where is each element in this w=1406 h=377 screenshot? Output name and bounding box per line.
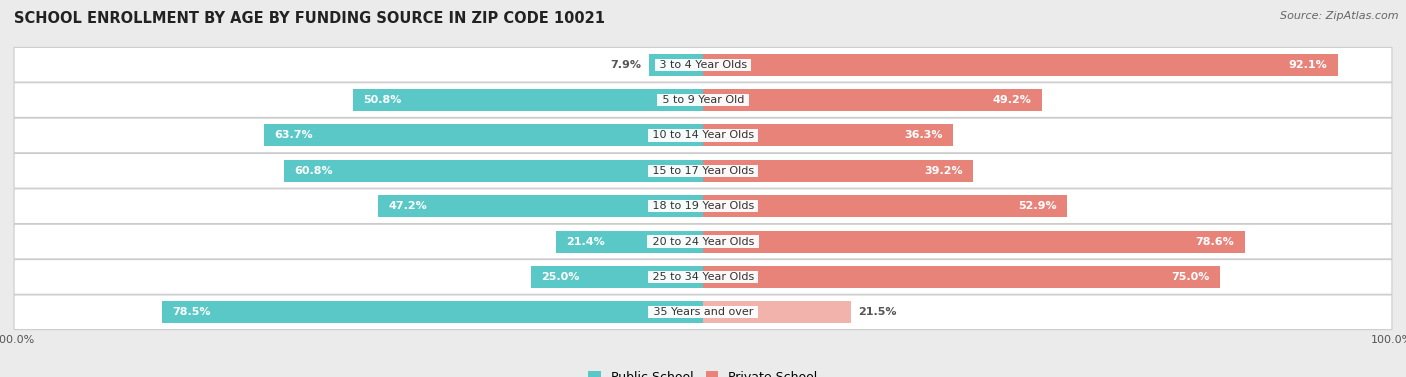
Bar: [703, 266, 1219, 288]
Bar: [703, 195, 1067, 217]
Text: 15 to 17 Year Olds: 15 to 17 Year Olds: [648, 166, 758, 176]
Bar: [353, 89, 703, 111]
Bar: [703, 54, 1337, 76]
Bar: [703, 89, 1042, 111]
Text: SCHOOL ENROLLMENT BY AGE BY FUNDING SOURCE IN ZIP CODE 10021: SCHOOL ENROLLMENT BY AGE BY FUNDING SOUR…: [14, 11, 605, 26]
Text: 25 to 34 Year Olds: 25 to 34 Year Olds: [648, 272, 758, 282]
Text: 20 to 24 Year Olds: 20 to 24 Year Olds: [648, 236, 758, 247]
Bar: [162, 301, 703, 323]
FancyBboxPatch shape: [14, 48, 1392, 82]
Bar: [703, 301, 851, 323]
Bar: [555, 231, 703, 253]
Text: 25.0%: 25.0%: [541, 272, 579, 282]
FancyBboxPatch shape: [14, 224, 1392, 259]
Bar: [284, 160, 703, 182]
Bar: [531, 266, 703, 288]
Text: 18 to 19 Year Olds: 18 to 19 Year Olds: [648, 201, 758, 211]
Bar: [378, 195, 703, 217]
Text: 50.8%: 50.8%: [363, 95, 402, 105]
Text: 75.0%: 75.0%: [1171, 272, 1209, 282]
Text: 60.8%: 60.8%: [294, 166, 333, 176]
FancyBboxPatch shape: [14, 153, 1392, 188]
Text: 3 to 4 Year Olds: 3 to 4 Year Olds: [655, 60, 751, 70]
Bar: [703, 231, 1244, 253]
Text: 49.2%: 49.2%: [993, 95, 1032, 105]
Text: 7.9%: 7.9%: [610, 60, 641, 70]
FancyBboxPatch shape: [14, 189, 1392, 224]
Text: 52.9%: 52.9%: [1018, 201, 1057, 211]
Text: 10 to 14 Year Olds: 10 to 14 Year Olds: [648, 130, 758, 141]
Text: 39.2%: 39.2%: [924, 166, 963, 176]
Text: 63.7%: 63.7%: [274, 130, 314, 141]
Bar: [703, 160, 973, 182]
Text: 47.2%: 47.2%: [388, 201, 427, 211]
Text: 78.5%: 78.5%: [173, 307, 211, 317]
Bar: [648, 54, 703, 76]
FancyBboxPatch shape: [14, 118, 1392, 153]
Bar: [703, 124, 953, 146]
FancyBboxPatch shape: [14, 260, 1392, 294]
FancyBboxPatch shape: [14, 83, 1392, 117]
Text: 21.4%: 21.4%: [565, 236, 605, 247]
Text: 36.3%: 36.3%: [904, 130, 943, 141]
Text: Source: ZipAtlas.com: Source: ZipAtlas.com: [1281, 11, 1399, 21]
Bar: [264, 124, 703, 146]
Legend: Public School, Private School: Public School, Private School: [583, 366, 823, 377]
Text: 35 Years and over: 35 Years and over: [650, 307, 756, 317]
Text: 5 to 9 Year Old: 5 to 9 Year Old: [658, 95, 748, 105]
FancyBboxPatch shape: [14, 295, 1392, 329]
Text: 21.5%: 21.5%: [858, 307, 897, 317]
Text: 92.1%: 92.1%: [1288, 60, 1327, 70]
Text: 78.6%: 78.6%: [1195, 236, 1234, 247]
